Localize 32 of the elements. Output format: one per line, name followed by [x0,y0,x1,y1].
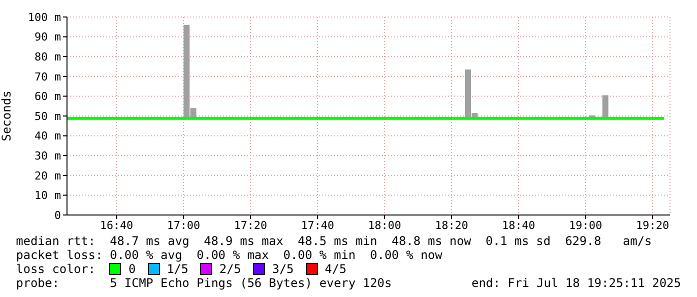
y-axis-title: Seconds [0,90,14,142]
y-tick-label: 0 [54,208,61,222]
y-tick-label: 100 m [28,10,62,24]
text: probe: 5 ICMP Echo Pings (56 Bytes) every 120s [16,276,392,290]
y-tick-label: 40 m [34,130,62,143]
text: 2/5 [219,262,242,276]
text: median rtt: 48.7 ms avg 48.9 ms max 48.5 ms min 48.8 ms now 0.1 ms sd 629.8 am/s [16,234,652,248]
x-tick-label: 16:40 [100,218,134,232]
y-tick-label: 50 m [34,110,62,123]
bar [602,95,608,118]
x-tick-label: 18:20 [435,218,468,232]
text: 4/5 [324,262,346,276]
y-tick-label: 70 m [34,70,62,84]
text: packet loss: 0.00 % avg 0.00 % max 0.00 % min 0.00 % now [16,248,442,262]
x-tick-label: 18:00 [368,218,402,232]
y-tick-label: 80 m [34,50,62,64]
y-tick-label: 60 m [34,90,62,104]
x-tick-label: 19:20 [636,218,670,232]
x-tick-label: 17:20 [234,218,268,232]
text: 3/5 [272,262,294,276]
text: end: Fri Jul 18 19:25:11 2025 [471,276,681,290]
y-tick-label: 10 m [34,189,62,202]
x-tick-label: 19:00 [569,218,602,232]
y-tick-label: 90 m [34,30,62,44]
text: 1/5 [166,262,188,276]
text: 0 [128,262,136,276]
x-tick-label: 17:40 [301,218,334,232]
x-tick-label: 17:00 [167,218,200,232]
y-tick-label: 20 m [34,169,62,182]
x-tick-label: 18:40 [502,218,536,232]
y-tick-label: 30 m [34,150,62,163]
text: loss color: [16,262,96,276]
